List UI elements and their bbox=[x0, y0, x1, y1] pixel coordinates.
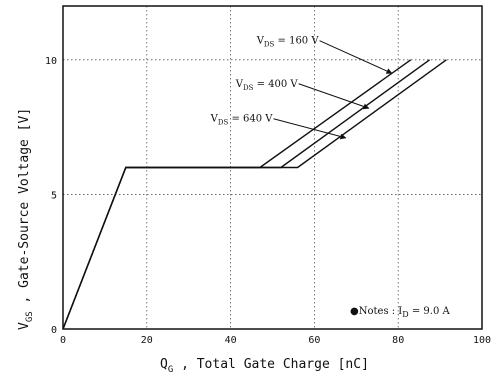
x-tick-label-60: 60 bbox=[308, 335, 320, 346]
x-tick-label-20: 20 bbox=[141, 335, 153, 346]
series-label-main: V bbox=[210, 114, 219, 125]
notes-rest: = 9.0 A bbox=[409, 306, 451, 317]
notes-sub: D bbox=[402, 310, 408, 319]
series-label-main: V bbox=[256, 36, 265, 47]
series-label-1: VDS = 160 V bbox=[256, 36, 320, 49]
series-label-2: VDS = 400 V bbox=[235, 79, 299, 92]
notes-text: ●Notes : ID = 9.0 A bbox=[350, 306, 450, 319]
x-tick-label-100: 100 bbox=[473, 335, 491, 346]
tick-labels: 0 20 40 60 80 100 0 5 10 bbox=[45, 56, 491, 346]
notes-bullet: ● bbox=[350, 306, 359, 317]
series-label-rest: = 640 V bbox=[228, 114, 273, 125]
y-axis-title-main: V bbox=[17, 322, 32, 330]
series-label-main: V bbox=[235, 79, 244, 90]
series-label-rest: = 160 V bbox=[274, 36, 319, 47]
series-arrow-3 bbox=[273, 118, 347, 140]
series-label-3: VDS = 640 V bbox=[210, 114, 274, 127]
plot-frame bbox=[62, 5, 483, 330]
series-lines bbox=[62, 59, 447, 330]
y-tick-label-0: 0 bbox=[51, 325, 57, 336]
y-tick-label-5: 5 bbox=[51, 190, 57, 201]
x-axis-title: QG , Total Gate Charge [nC] bbox=[160, 357, 369, 375]
y-tick-label-10: 10 bbox=[45, 56, 57, 67]
series-label-sub: DS bbox=[264, 41, 275, 49]
x-axis-title-rest: , Total Gate Charge [nC] bbox=[173, 357, 369, 372]
series-arrow-2 bbox=[298, 83, 370, 110]
series-arrow-1 bbox=[319, 40, 393, 74]
series-line-2 bbox=[62, 59, 431, 330]
series-label-rest: = 400 V bbox=[253, 79, 298, 90]
notes-label: Notes : I bbox=[359, 306, 403, 317]
y-axis-title-rest: , Gate-Source Voltage [V] bbox=[17, 108, 32, 312]
x-tick-label-0: 0 bbox=[60, 335, 66, 346]
x-axis-title-sub: G bbox=[168, 365, 173, 375]
series-label-sub: DS bbox=[243, 84, 254, 92]
x-tick-label-80: 80 bbox=[392, 335, 404, 346]
x-axis-title-main: Q bbox=[160, 357, 168, 372]
series-line-3 bbox=[62, 59, 447, 330]
y-axis-title-sub: GS bbox=[25, 311, 35, 322]
x-tick-label-40: 40 bbox=[225, 335, 237, 346]
series-label-sub: DS bbox=[218, 119, 229, 127]
y-axis-title: VGS , Gate-Source Voltage [V] bbox=[17, 108, 35, 330]
